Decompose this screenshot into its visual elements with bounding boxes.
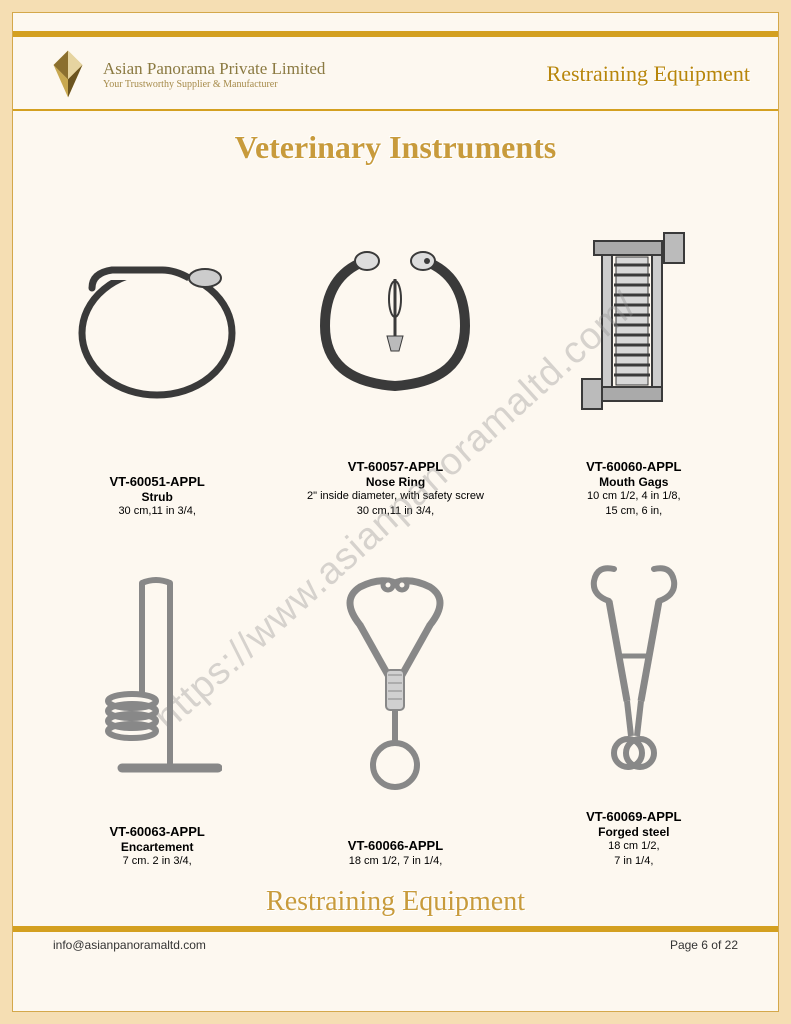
footer: info@asianpanoramaltd.com Page 6 of 22 <box>13 932 778 952</box>
bottom-category: Restraining Equipment <box>13 886 778 918</box>
product-spec: 18 cm 1/2,7 in 1/4, <box>608 839 659 868</box>
header: Asian Panorama Private Limited Your Trus… <box>13 37 778 109</box>
company-tagline: Your Trustworthy Supplier & Manufacturer <box>103 79 325 90</box>
footer-page: Page 6 of 22 <box>670 938 738 952</box>
product-image <box>520 188 748 453</box>
product-spec: 30 cm,11 in 3/4, <box>118 504 195 518</box>
product-image <box>281 538 509 832</box>
product-name: Encartement <box>121 840 194 854</box>
product-item: VT-60069-APPL Forged steel 18 cm 1/2,7 i… <box>520 538 748 868</box>
company-name: Asian Panorama Private Limited <box>103 59 325 79</box>
product-name: Forged steel <box>598 825 669 839</box>
product-name: Nose Ring <box>366 475 425 489</box>
product-item: VT-60066-APPL 18 cm 1/2, 7 in 1/4, <box>281 538 509 868</box>
product-spec: 7 cm. 2 in 3/4, <box>123 854 192 868</box>
main-title: Veterinary Instruments <box>13 129 778 166</box>
product-code: VT-60063-APPL <box>109 824 204 839</box>
product-code: VT-60051-APPL <box>109 474 204 489</box>
product-spec: 18 cm 1/2, 7 in 1/4, <box>349 854 443 868</box>
product-image <box>43 188 271 468</box>
product-item: VT-60051-APPL Strub 30 cm,11 in 3/4, <box>43 188 271 518</box>
product-code: VT-60066-APPL <box>348 838 443 853</box>
product-spec: 2" inside diameter, with safety screw30 … <box>307 489 484 518</box>
logo-block: Asian Panorama Private Limited Your Trus… <box>41 47 325 101</box>
product-item: VT-60060-APPL Mouth Gags 10 cm 1/2, 4 in… <box>520 188 748 518</box>
footer-email: info@asianpanoramaltd.com <box>53 938 206 952</box>
product-code: VT-60057-APPL <box>348 459 443 474</box>
product-image <box>281 188 509 453</box>
product-image <box>43 538 271 818</box>
product-code: VT-60069-APPL <box>586 809 681 824</box>
page-frame: Asian Panorama Private Limited Your Trus… <box>0 0 791 1024</box>
company-logo-icon <box>41 47 95 101</box>
product-image <box>520 538 748 803</box>
header-divider <box>13 109 778 111</box>
product-spec: 10 cm 1/2, 4 in 1/8,15 cm, 6 in, <box>587 489 681 518</box>
header-category: Restraining Equipment <box>547 61 750 87</box>
products-grid: VT-60051-APPL Strub 30 cm,11 in 3/4, <box>13 188 778 868</box>
product-code: VT-60060-APPL <box>586 459 681 474</box>
page-content: Asian Panorama Private Limited Your Trus… <box>12 12 779 1012</box>
product-item: VT-60063-APPL Encartement 7 cm. 2 in 3/4… <box>43 538 271 868</box>
product-item: VT-60057-APPL Nose Ring 2" inside diamet… <box>281 188 509 518</box>
product-name: Strub <box>141 490 172 504</box>
product-name: Mouth Gags <box>599 475 668 489</box>
